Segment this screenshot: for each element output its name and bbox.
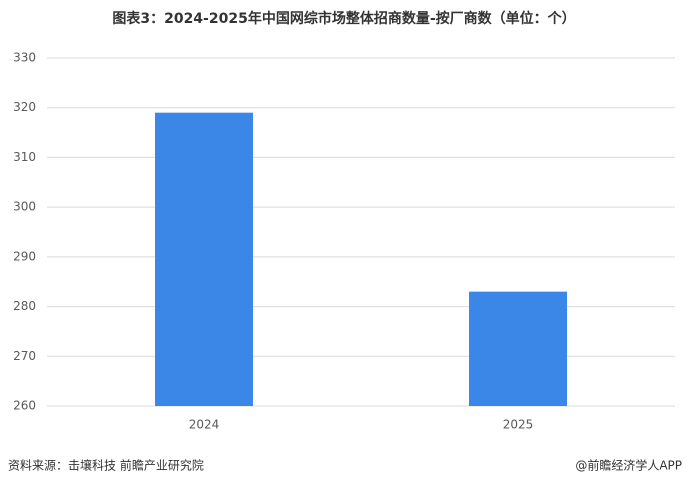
y-tick-label: 310	[13, 150, 36, 164]
x-tick-label: 2024	[189, 418, 220, 432]
y-tick-label: 270	[13, 349, 36, 363]
chart-title: 图表3：2024-2025年中国网综市场整体招商数量-按厂商数（单位：个）	[112, 10, 575, 27]
y-tick-label: 320	[13, 100, 36, 114]
bar	[155, 112, 253, 406]
y-tick-label: 260	[13, 399, 36, 413]
x-tick-label: 2025	[503, 418, 534, 432]
y-tick-label: 290	[13, 249, 36, 263]
credit: @前瞻经济学人APP	[575, 458, 682, 473]
bar	[469, 291, 567, 406]
source-note: 资料来源：击壤科技 前瞻产业研究院	[8, 458, 204, 473]
y-tick-label: 280	[13, 299, 36, 313]
y-tick-label: 300	[13, 200, 36, 214]
y-tick-label: 330	[13, 51, 36, 65]
